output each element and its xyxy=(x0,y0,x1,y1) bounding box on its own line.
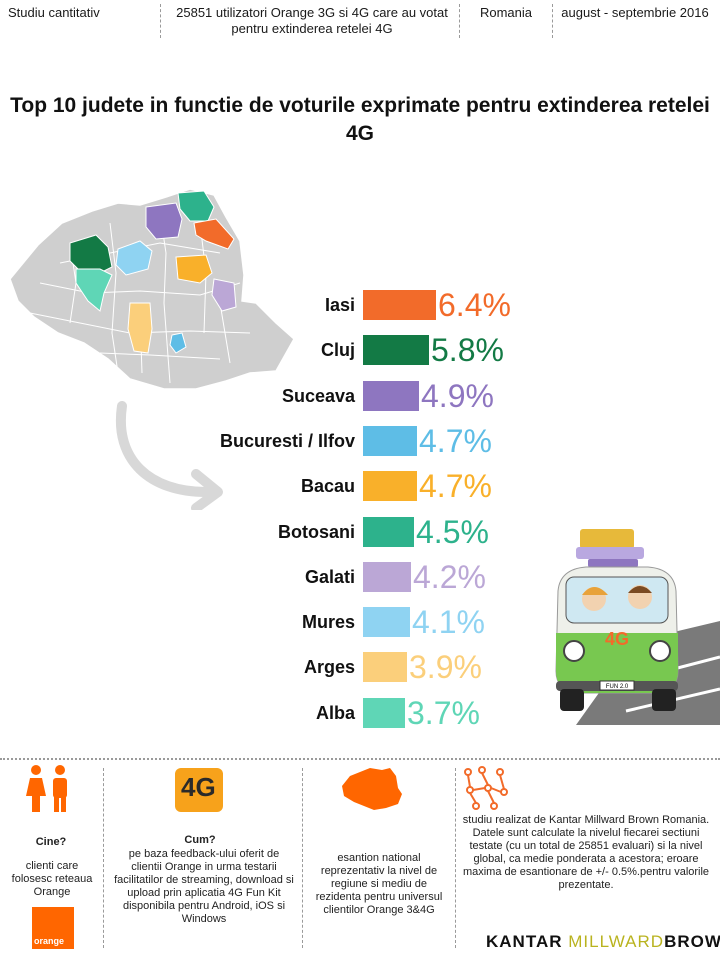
kantar-logo: KANTAR MILLWARDBROWN xyxy=(486,932,720,951)
category-label: Galati xyxy=(304,566,355,587)
sample-description: 25851 utilizatori Orange 3G si 4G care a… xyxy=(176,5,448,36)
bar xyxy=(363,561,411,592)
header-bar: Studiu cantitativ 25851 utilizatori Oran… xyxy=(0,0,720,44)
bar xyxy=(363,697,405,728)
footer-divider xyxy=(455,768,456,948)
category-label: Arges xyxy=(303,657,355,678)
footer-divider xyxy=(302,768,303,948)
van-plate: FUN 2.0 xyxy=(606,684,629,690)
bar xyxy=(363,471,417,502)
orange-logo: orange xyxy=(32,907,74,949)
value-label: 3.9% xyxy=(409,649,482,686)
category-label: Mures xyxy=(301,612,355,633)
country: Romania xyxy=(479,5,533,20)
county-iasi xyxy=(193,218,235,250)
value-label: 4.1% xyxy=(412,604,485,641)
value-label: 4.2% xyxy=(413,558,486,595)
value-label: 4.7% xyxy=(419,468,492,505)
header-divider xyxy=(160,4,161,38)
period: august - septembrie 2016 xyxy=(561,5,709,20)
value-label: 4.9% xyxy=(421,377,494,414)
bar xyxy=(363,380,419,411)
how-text: pe baza feedback-ului oferit de clientii… xyxy=(114,848,294,925)
bar xyxy=(363,425,417,456)
bar xyxy=(363,516,414,547)
header-divider xyxy=(459,4,460,38)
county-arges xyxy=(127,302,153,354)
curved-arrow xyxy=(115,401,223,510)
county-mures xyxy=(115,240,153,276)
category-label: Botosani xyxy=(277,521,355,542)
value-label: 5.8% xyxy=(431,332,504,369)
who-text: clienti care folosesc reteaua Orange xyxy=(11,860,93,898)
romania-county-map xyxy=(9,188,295,390)
bar xyxy=(363,335,429,366)
sample-text: esantion national reprezentativ la nivel… xyxy=(315,852,443,916)
footer-panel xyxy=(0,758,720,962)
value-label: 4.5% xyxy=(416,513,489,550)
van-badge: 4G xyxy=(605,629,629,649)
header-divider xyxy=(552,4,553,38)
people-icon xyxy=(26,765,67,812)
bar xyxy=(363,652,407,683)
county-suceava xyxy=(145,202,183,240)
county-galati xyxy=(211,278,237,312)
van-illustration: FUN 2.0 4G xyxy=(516,521,720,725)
value-label: 3.7% xyxy=(407,694,480,731)
footer-divider xyxy=(103,768,104,948)
how-title: Cum? xyxy=(184,834,216,846)
value-label: 4.7% xyxy=(419,422,492,459)
circuit-icon xyxy=(464,766,508,810)
who-title: Cine? xyxy=(35,836,67,848)
county-alba xyxy=(75,268,113,312)
4g-fun-kit-icon: 4G xyxy=(175,768,223,812)
bar xyxy=(363,607,410,638)
bar xyxy=(363,290,436,320)
value-label: 6.4% xyxy=(438,287,511,323)
romania-outline-icon xyxy=(342,768,402,810)
method-text: studiu realizat de Kantar Millward Brown… xyxy=(462,814,710,891)
category-label: Alba xyxy=(315,702,355,723)
page-title: Top 10 judete in functie de voturile exp… xyxy=(10,94,710,145)
county-bucuresti-ilfov xyxy=(169,332,187,354)
study-type: Studiu cantitativ xyxy=(8,5,100,20)
county-bacau xyxy=(175,254,213,284)
